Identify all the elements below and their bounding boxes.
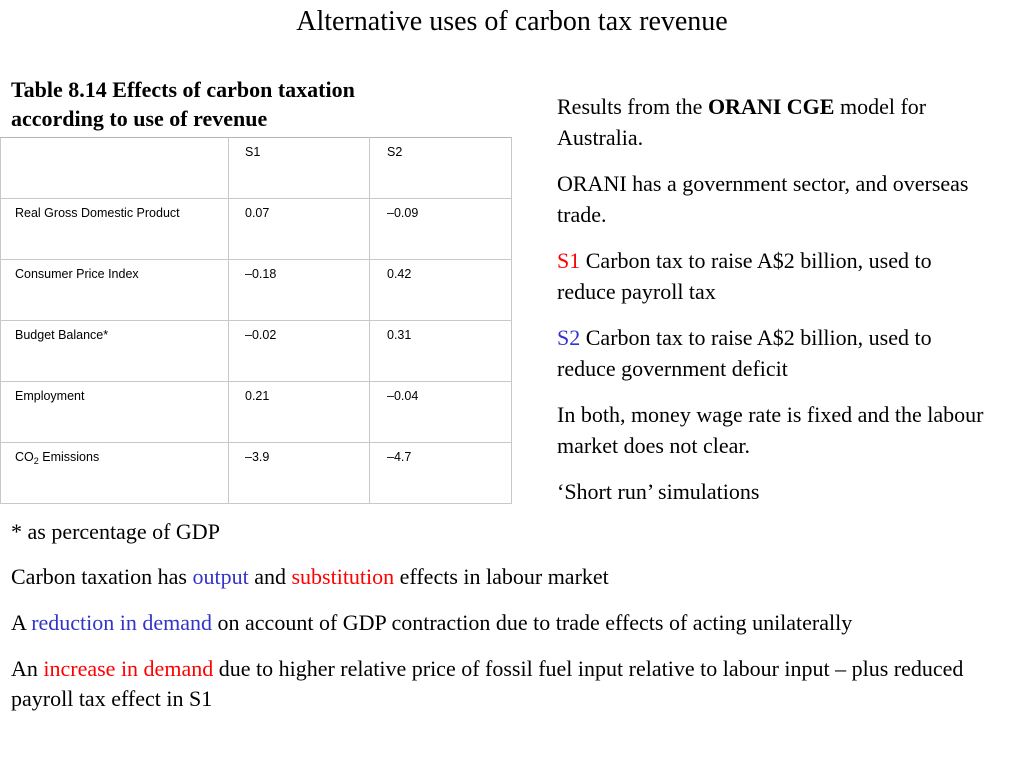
model-intro-pre: Results from the xyxy=(557,94,708,119)
model-intro: Results from the ORANI CGE model for Aus… xyxy=(557,91,987,153)
wage-assumption: In both, money wage rate is fixed and th… xyxy=(557,402,984,458)
table-caption-line-2: according to use of revenue xyxy=(11,106,268,131)
scenario-s2-text: Carbon tax to raise A$2 billion, used to… xyxy=(557,325,932,381)
reduction-pre: A xyxy=(11,610,32,635)
row-label: Consumer Price Index xyxy=(0,259,229,321)
scenario-s1-text: Carbon tax to raise A$2 billion, used to… xyxy=(557,248,932,304)
scenario-s2-key: S2 xyxy=(557,325,581,350)
scenario-s1: S1 Carbon tax to raise A$2 billion, used… xyxy=(557,245,987,307)
row-value-s2: –0.09 xyxy=(369,198,512,260)
row-value-s1: –0.02 xyxy=(228,320,370,382)
results-table-container: S1 S2 Real Gross Domestic Product 0.07 –… xyxy=(0,137,512,504)
model-name: ORANI CGE xyxy=(707,94,835,119)
effects-substitution: substitution xyxy=(291,564,395,589)
increase-highlight: increase in demand xyxy=(43,656,214,681)
reduction-post: on account of GDP contraction due to tra… xyxy=(212,610,853,635)
effects-mid: and xyxy=(248,564,292,589)
row-value-s2: –4.7 xyxy=(369,442,512,504)
table-row: Real Gross Domestic Product 0.07 –0.09 xyxy=(0,198,512,260)
co2-prefix: CO xyxy=(15,450,34,464)
row-label: Real Gross Domestic Product xyxy=(0,198,229,260)
row-value-s1: 0.07 xyxy=(228,198,370,260)
row-label: Budget Balance* xyxy=(0,320,229,382)
slide-title: Alternative uses of carbon tax revenue xyxy=(296,6,728,37)
table-row: Consumer Price Index –0.18 0.42 xyxy=(0,259,512,321)
model-description: Results from the ORANI CGE model for Aus… xyxy=(557,91,987,522)
bottom-notes: * as percentage of GDP Carbon taxation h… xyxy=(11,517,1016,730)
scenario-s1-key: S1 xyxy=(557,248,581,273)
row-value-s2: 0.42 xyxy=(369,259,512,321)
row-value-s2: –0.04 xyxy=(369,381,512,443)
results-table: S1 S2 Real Gross Domestic Product 0.07 –… xyxy=(0,137,512,504)
row-value-s1: 0.21 xyxy=(228,381,370,443)
table-header-cell-empty xyxy=(0,137,229,199)
co2-subscript: 2 xyxy=(33,456,39,466)
row-value-s1: –3.9 xyxy=(228,442,370,504)
reduction-line: A reduction in demand on account of GDP … xyxy=(11,608,1016,638)
table-caption-line-1: Table 8.14 Effects of carbon taxation xyxy=(11,77,355,102)
effects-pre: Carbon taxation has xyxy=(11,564,193,589)
table-row: Budget Balance* –0.02 0.31 xyxy=(0,320,512,382)
effects-post: effects in labour market xyxy=(394,564,609,589)
row-label: Employment xyxy=(0,381,229,443)
row-value-s2: 0.31 xyxy=(369,320,512,382)
table-row: Employment 0.21 –0.04 xyxy=(0,381,512,443)
increase-pre: An xyxy=(11,656,44,681)
table-header-s1: S1 xyxy=(228,137,370,199)
effects-output: output xyxy=(192,564,249,589)
table-caption: Table 8.14 Effects of carbon taxation ac… xyxy=(11,75,431,133)
increase-line: An increase in demand due to higher rela… xyxy=(11,654,1016,714)
table-header-s2: S2 xyxy=(369,137,512,199)
reduction-highlight: reduction in demand xyxy=(31,610,213,635)
effects-line: Carbon taxation has output and substitut… xyxy=(11,562,1016,592)
model-intro-post: model for Australia. xyxy=(557,94,927,150)
table-header-row: S1 S2 xyxy=(0,137,512,199)
scenario-s2: S2 Carbon tax to raise A$2 billion, used… xyxy=(557,322,987,384)
footnote: * as percentage of GDP xyxy=(11,519,220,544)
row-label: CO2 Emissions xyxy=(0,442,229,504)
row-value-s1: –0.18 xyxy=(228,259,370,321)
increase-post: due to higher relative price of fossil f… xyxy=(11,656,964,711)
simulation-type: ‘Short run’ simulations xyxy=(557,479,760,504)
model-sectors: ORANI has a government sector, and overs… xyxy=(557,171,969,227)
table-row: CO2 Emissions –3.9 –4.7 xyxy=(0,442,512,504)
co2-suffix: Emissions xyxy=(38,450,100,464)
